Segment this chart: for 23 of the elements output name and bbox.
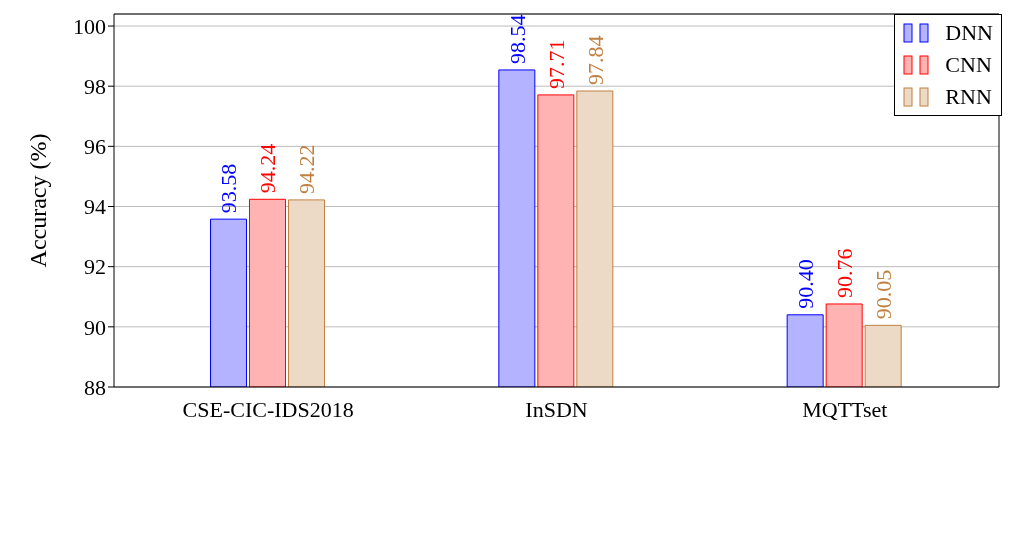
x-tick-label: MQTTset <box>802 396 888 422</box>
data-label: 97.71 <box>543 39 569 89</box>
y-tick-label: 100 <box>73 13 106 39</box>
data-label: 90.76 <box>832 248 858 298</box>
x-tick-label: CSE-CIC-IDS2018 <box>182 396 354 422</box>
y-tick-label: 94 <box>84 194 106 220</box>
y-tick-label: 90 <box>84 314 106 340</box>
data-label: 94.24 <box>255 143 281 194</box>
y-tick-label: 92 <box>84 254 106 280</box>
data-label: 90.05 <box>871 269 897 320</box>
legend-label: RNN <box>945 83 992 111</box>
y-tick-label: 96 <box>84 134 106 160</box>
data-label: 93.58 <box>216 163 242 214</box>
data-label: 90.40 <box>793 259 819 309</box>
data-label: 94.22 <box>294 144 320 194</box>
y-axis-title: Accuracy (%) <box>24 133 51 268</box>
data-label: 98.54 <box>504 14 530 64</box>
y-tick-label: 88 <box>84 374 106 400</box>
data-label: 97.84 <box>582 35 608 86</box>
y-tick-label: 98 <box>84 74 106 99</box>
legend-label: CNN <box>945 51 992 79</box>
legend-label: DNN <box>945 19 993 47</box>
x-tick-label: InSDN <box>525 396 588 422</box>
